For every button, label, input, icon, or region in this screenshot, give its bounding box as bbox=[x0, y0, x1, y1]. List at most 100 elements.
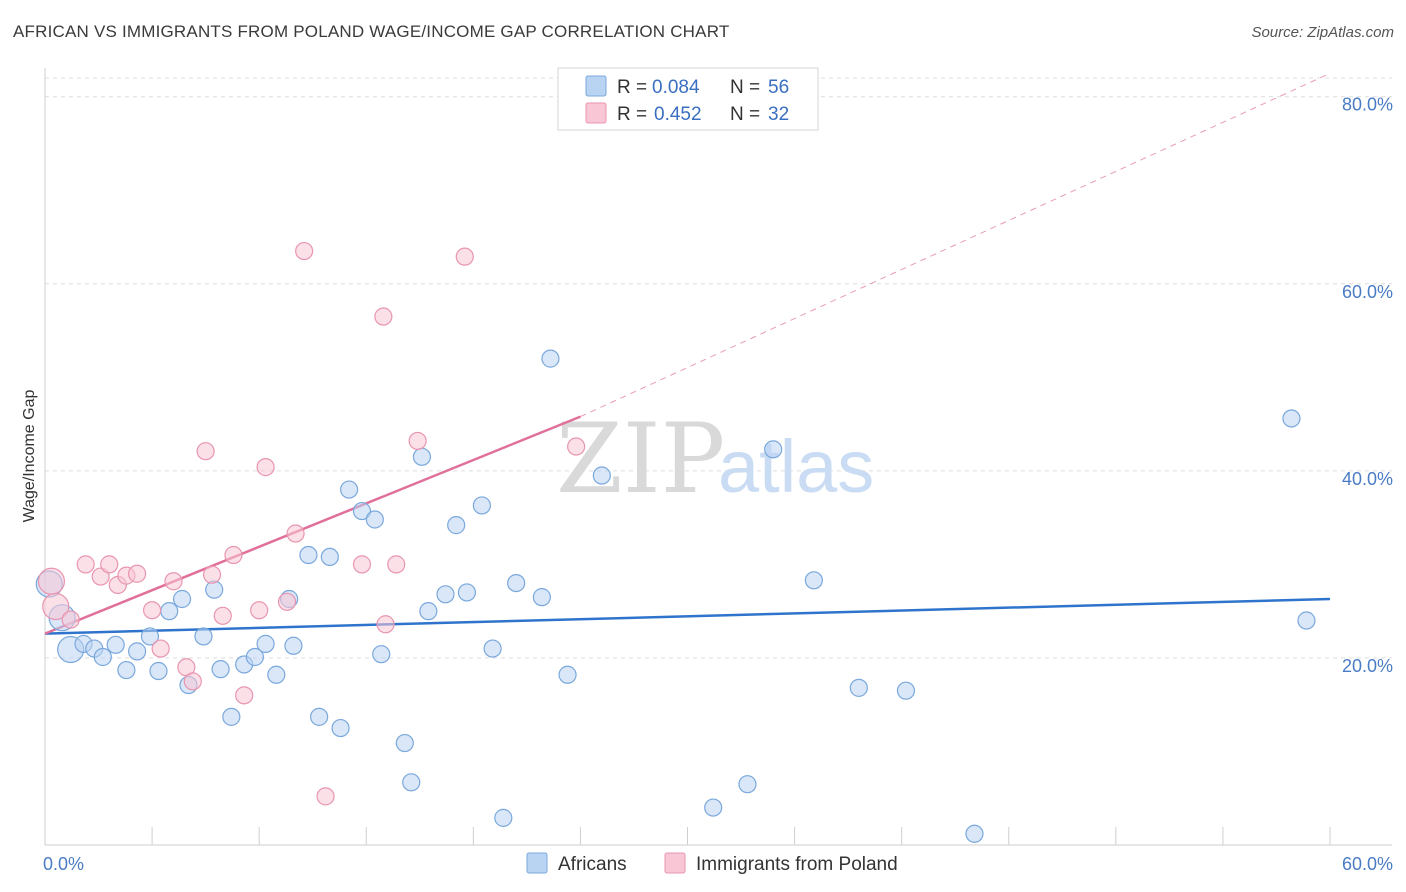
africans-point-23 bbox=[284, 636, 303, 655]
watermark: ZIP atlas bbox=[556, 403, 874, 515]
trend-lines bbox=[44, 72, 1331, 635]
poland-point-9 bbox=[142, 601, 162, 620]
poland-point-19 bbox=[250, 601, 269, 620]
legend-n-label-1: N = bbox=[730, 77, 765, 98]
legend-n-value-1: 56 bbox=[768, 77, 789, 98]
y-tick-label-2: 60.0% bbox=[1342, 282, 1393, 302]
legend-swatch-poland bbox=[585, 102, 607, 124]
africans-point-16 bbox=[211, 660, 230, 679]
x-tick-label-1: 60.0% bbox=[1342, 854, 1393, 874]
data-points bbox=[35, 241, 1316, 843]
africans-point-26 bbox=[320, 547, 339, 567]
poland-point-13 bbox=[183, 672, 202, 691]
poland-point-14 bbox=[196, 442, 215, 461]
legend-r-label-1: R = bbox=[617, 77, 652, 98]
africans-point-37 bbox=[447, 516, 466, 535]
poland-point-16 bbox=[213, 606, 232, 625]
poland-point-25 bbox=[352, 555, 372, 574]
africans-point-53 bbox=[965, 824, 984, 843]
poland-point-31 bbox=[567, 437, 586, 456]
chart-title: AFRICAN VS IMMIGRANTS FROM POLAND WAGE/I… bbox=[13, 22, 730, 41]
y-tick-label-0: 20.0% bbox=[1342, 656, 1393, 676]
africans-point-8 bbox=[127, 642, 147, 661]
bottom-legend: Africans Immigrants from Poland bbox=[526, 852, 898, 875]
africans-point-31 bbox=[372, 645, 391, 664]
poland-point-8 bbox=[127, 564, 147, 583]
africans-point-47 bbox=[704, 798, 723, 817]
poland-trend-line bbox=[44, 415, 581, 635]
africans-point-46 bbox=[592, 466, 611, 485]
bottom-legend-swatch-poland bbox=[664, 852, 686, 874]
poland-point-24 bbox=[316, 787, 335, 806]
africans-point-5 bbox=[93, 647, 112, 667]
bottom-legend-poland: Immigrants from Poland bbox=[696, 854, 898, 875]
africans-point-7 bbox=[117, 660, 136, 680]
bottom-legend-africans: Africans bbox=[558, 854, 627, 875]
africans-point-43 bbox=[532, 588, 551, 607]
poland-point-11 bbox=[164, 572, 183, 591]
africans-point-6 bbox=[106, 635, 125, 654]
africans-point-50 bbox=[804, 571, 823, 590]
africans-point-12 bbox=[172, 589, 192, 609]
africans-point-55 bbox=[1297, 611, 1316, 630]
africans-point-11 bbox=[160, 602, 179, 621]
watermark-zip: ZIP bbox=[556, 403, 725, 515]
y-tick-label-1: 40.0% bbox=[1342, 469, 1393, 489]
poland-point-30 bbox=[455, 247, 474, 266]
africans-point-25 bbox=[310, 707, 329, 726]
poland-point-21 bbox=[277, 592, 297, 611]
legend-r-value-2: 0.452 bbox=[654, 104, 702, 125]
legend-n-label-2: N = bbox=[730, 104, 765, 125]
africans-point-48 bbox=[738, 775, 757, 794]
africans-point-29 bbox=[352, 501, 372, 521]
africans-point-9 bbox=[140, 627, 160, 646]
poland-point-23 bbox=[295, 241, 314, 261]
bottom-legend-swatch-africans bbox=[526, 852, 548, 874]
legend-r-value-1: 0.084 bbox=[652, 77, 700, 98]
legend-r-label-2: R = bbox=[617, 104, 652, 125]
africans-point-10 bbox=[149, 661, 168, 681]
grid-lines bbox=[45, 77, 1392, 659]
africans-point-28 bbox=[340, 480, 359, 499]
legend: R = 0.084 N = 56 R = 0.452 N = 32 bbox=[557, 67, 819, 131]
africans-point-40 bbox=[483, 639, 502, 658]
africans-point-15 bbox=[205, 580, 224, 599]
africans-point-21 bbox=[267, 665, 286, 684]
y-tick-label-3: 80.0% bbox=[1342, 95, 1393, 115]
africans-trend-line bbox=[44, 597, 1331, 635]
legend-n-value-2: 32 bbox=[768, 104, 789, 125]
watermark-atlas: atlas bbox=[718, 425, 874, 508]
africans-point-32 bbox=[395, 733, 414, 753]
africans-point-41 bbox=[494, 808, 513, 827]
africans-point-27 bbox=[331, 718, 350, 738]
africans-point-44 bbox=[541, 349, 560, 368]
africans-point-54 bbox=[1282, 409, 1301, 428]
poland-point-27 bbox=[376, 615, 395, 634]
source-credit: Source: ZipAtlas.com bbox=[1251, 24, 1394, 41]
y-axis-label: Wage/Income Gap bbox=[21, 390, 38, 523]
poland-point-5 bbox=[100, 555, 119, 574]
poland-point-28 bbox=[387, 555, 406, 574]
tick-labels: 20.0% 40.0% 60.0% 80.0% 0.0% 60.0% bbox=[43, 95, 1393, 874]
africans-point-24 bbox=[299, 545, 318, 565]
africans-point-14 bbox=[194, 627, 213, 646]
africans-point-45 bbox=[558, 665, 577, 684]
poland-point-15 bbox=[202, 565, 222, 584]
africans-point-38 bbox=[457, 583, 477, 602]
legend-swatch-africans bbox=[585, 75, 607, 97]
africans-point-49 bbox=[764, 440, 783, 459]
africans-point-30 bbox=[365, 510, 384, 529]
poland-point-22 bbox=[286, 524, 305, 543]
africans-point-19 bbox=[245, 647, 264, 667]
poland-point-2 bbox=[61, 610, 80, 629]
poland-point-18 bbox=[235, 686, 254, 705]
africans-point-17 bbox=[222, 707, 241, 726]
africans-point-34 bbox=[412, 447, 432, 466]
poland-point-10 bbox=[151, 639, 170, 658]
africans-point-36 bbox=[436, 585, 455, 604]
africans-point-52 bbox=[896, 681, 916, 700]
africans-point-35 bbox=[419, 602, 438, 621]
africans-point-42 bbox=[507, 573, 526, 593]
poland-point-17 bbox=[224, 545, 243, 565]
